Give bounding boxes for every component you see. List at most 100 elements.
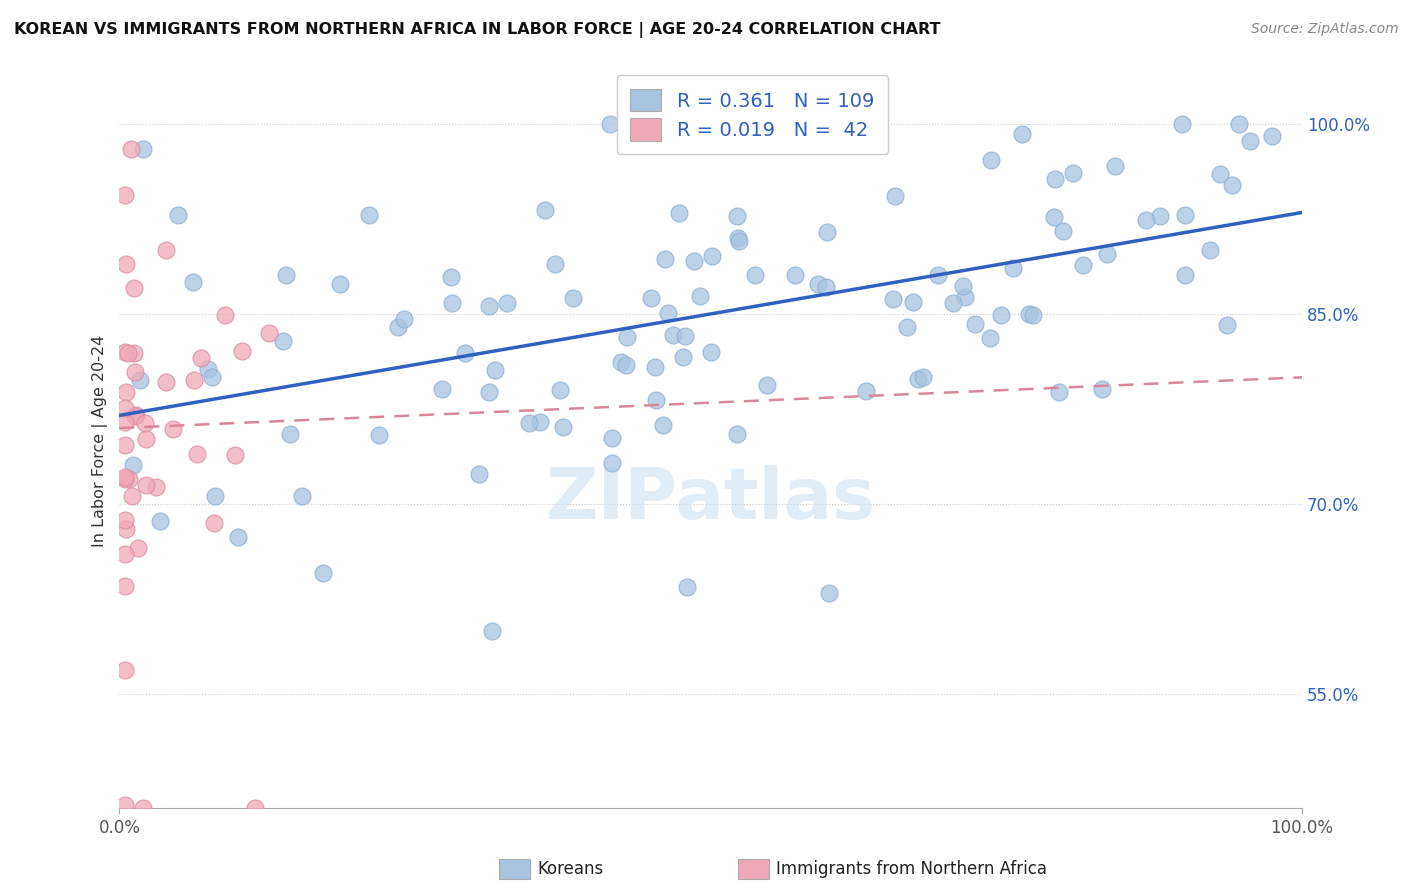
Point: [278, 427, 301, 442]
Point: [114, 470, 136, 484]
Point: [561, 291, 583, 305]
Point: [783, 268, 806, 282]
Point: [162, 422, 184, 436]
Y-axis label: In Labor Force | Age 20-24: In Labor Force | Age 20-24: [93, 334, 108, 547]
Point: [367, 428, 389, 442]
Point: [128, 374, 150, 388]
Point: [979, 331, 1001, 345]
Point: [815, 280, 838, 294]
Point: [145, 480, 167, 494]
Point: [676, 580, 699, 594]
Point: [114, 415, 136, 429]
Legend: R = 0.361   N = 109, R = 0.019   N =  42: R = 0.361 N = 109, R = 0.019 N = 42: [616, 75, 887, 154]
Point: [478, 385, 501, 400]
Point: [818, 586, 841, 600]
Point: [1095, 246, 1118, 260]
Point: [186, 446, 208, 460]
Point: [1149, 209, 1171, 223]
Point: [114, 257, 136, 271]
Point: [699, 345, 721, 359]
Point: [134, 416, 156, 430]
Point: [114, 187, 136, 202]
Point: [907, 371, 929, 385]
Point: [167, 208, 190, 222]
Point: [614, 358, 637, 372]
Point: [1022, 308, 1045, 322]
Point: [214, 308, 236, 322]
Point: [1018, 307, 1040, 321]
Point: [1174, 268, 1197, 282]
Point: [122, 281, 145, 295]
Point: [224, 448, 246, 462]
Point: [673, 329, 696, 343]
Point: [204, 489, 226, 503]
Point: [114, 401, 136, 415]
Point: [124, 409, 146, 423]
Point: [432, 382, 454, 396]
Point: [120, 142, 142, 156]
Point: [1222, 178, 1244, 192]
Point: [534, 202, 557, 217]
Point: [124, 365, 146, 379]
Point: [149, 514, 172, 528]
Point: [231, 344, 253, 359]
Point: [329, 277, 352, 291]
Point: [114, 579, 136, 593]
Point: [1227, 117, 1250, 131]
Text: ZIPatlas: ZIPatlas: [546, 465, 876, 534]
Point: [544, 257, 567, 271]
Point: [271, 334, 294, 349]
Point: [1043, 210, 1066, 224]
Point: [114, 798, 136, 813]
Point: [155, 375, 177, 389]
Point: [226, 530, 249, 544]
Point: [672, 351, 695, 365]
Point: [927, 268, 949, 282]
Point: [1091, 382, 1114, 396]
Point: [121, 489, 143, 503]
Point: [114, 547, 136, 561]
Point: [600, 431, 623, 445]
Point: [454, 346, 477, 360]
Point: [117, 346, 139, 360]
Point: [616, 329, 638, 343]
Point: [181, 275, 204, 289]
Point: [155, 243, 177, 257]
Point: [312, 566, 335, 581]
Point: [1043, 171, 1066, 186]
Point: [725, 426, 748, 441]
Point: [114, 344, 136, 359]
Point: [274, 268, 297, 282]
Point: [135, 432, 157, 446]
Point: [135, 478, 157, 492]
Point: [640, 292, 662, 306]
Text: Koreans: Koreans: [537, 860, 603, 878]
Point: [127, 541, 149, 555]
Point: [245, 801, 267, 815]
Point: [1171, 117, 1194, 131]
Point: [1208, 167, 1230, 181]
Point: [942, 296, 965, 310]
Point: [700, 249, 723, 263]
Point: [114, 663, 136, 677]
Point: [855, 384, 877, 399]
Point: [478, 299, 501, 313]
Point: [883, 189, 905, 203]
Point: [657, 306, 679, 320]
Point: [652, 418, 675, 433]
Point: [980, 153, 1002, 167]
Point: [440, 269, 463, 284]
Point: [118, 472, 141, 486]
Point: [387, 320, 409, 334]
Point: [257, 326, 280, 340]
Point: [114, 472, 136, 486]
Point: [952, 279, 974, 293]
Point: [529, 415, 551, 429]
Text: Source: ZipAtlas.com: Source: ZipAtlas.com: [1251, 22, 1399, 37]
Point: [496, 296, 519, 310]
Point: [1174, 207, 1197, 221]
Point: [965, 317, 987, 331]
Point: [1001, 260, 1024, 275]
Point: [468, 467, 491, 482]
Point: [481, 624, 503, 638]
